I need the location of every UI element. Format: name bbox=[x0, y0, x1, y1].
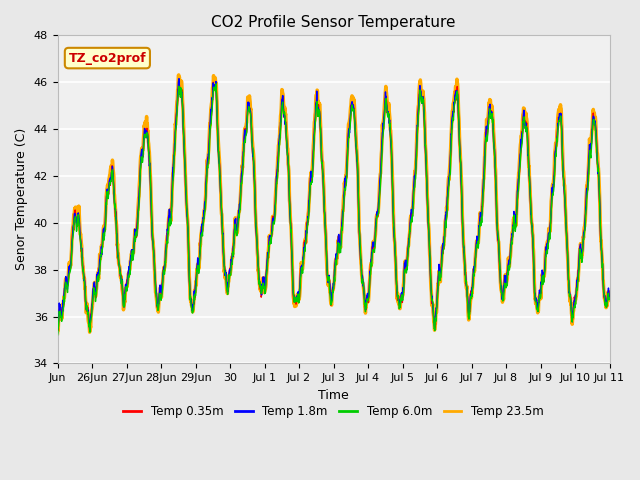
Y-axis label: Senor Temperature (C): Senor Temperature (C) bbox=[15, 128, 28, 271]
Text: TZ_co2prof: TZ_co2prof bbox=[68, 51, 146, 65]
X-axis label: Time: Time bbox=[318, 389, 349, 402]
Legend: Temp 0.35m, Temp 1.8m, Temp 6.0m, Temp 23.5m: Temp 0.35m, Temp 1.8m, Temp 6.0m, Temp 2… bbox=[118, 401, 548, 423]
Title: CO2 Profile Sensor Temperature: CO2 Profile Sensor Temperature bbox=[211, 15, 456, 30]
